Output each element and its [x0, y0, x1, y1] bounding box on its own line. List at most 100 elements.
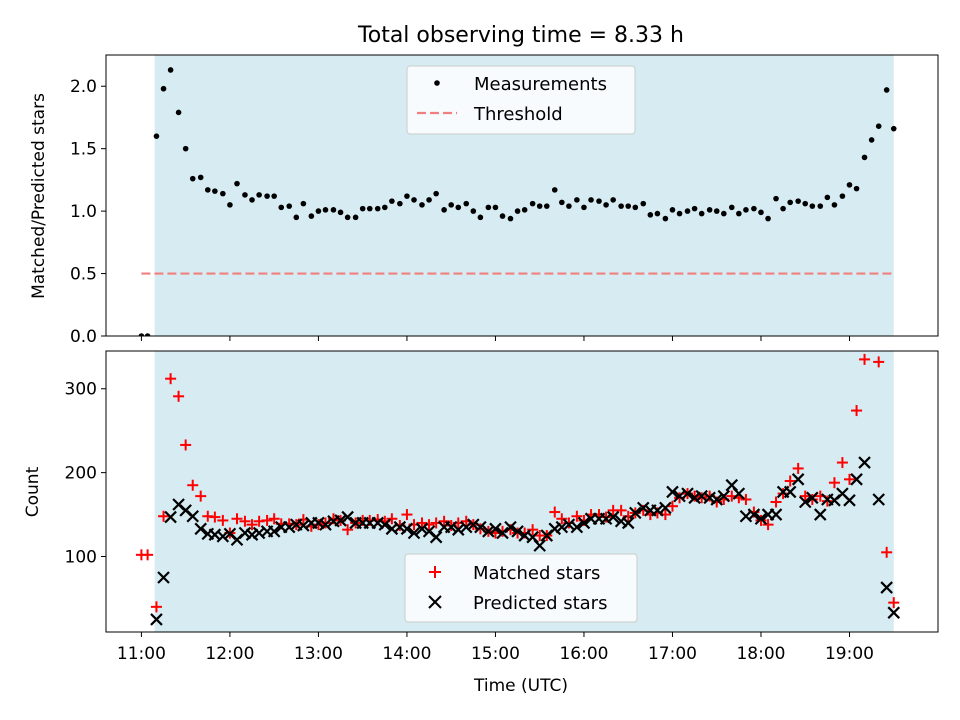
measurement-point [610, 197, 616, 203]
matched-star-point [600, 511, 612, 523]
measurement-point [684, 208, 691, 214]
measurement-point [167, 67, 174, 73]
measurement-point [669, 207, 676, 213]
matched-star-point [386, 513, 398, 525]
matched-star-point [217, 514, 229, 526]
measurement-point [160, 85, 167, 92]
count-y-axis-label: Count [23, 466, 43, 517]
y-tick-label: 300 [65, 380, 97, 400]
count-legend: Matched stars Predicted stars [404, 553, 638, 623]
measurement-point [189, 175, 196, 182]
predicted-star-point [216, 530, 230, 543]
predicted-star-point [651, 504, 664, 517]
matched-star-point [821, 495, 833, 507]
measurement-point [397, 200, 403, 207]
predicted-star-point [577, 516, 591, 530]
measurement-point [455, 204, 462, 211]
measurement-point [227, 202, 233, 208]
legend-label-measurements: Measurements [474, 74, 607, 95]
predicted-star-point [717, 489, 731, 503]
predicted-star-point [451, 523, 465, 536]
measurement-point [212, 188, 218, 194]
measurement-point [182, 145, 189, 152]
ratio-panel-frame [105, 54, 939, 337]
matched-star-point [342, 524, 354, 536]
predicted-star-point [814, 508, 827, 521]
measurement-point [853, 185, 860, 192]
predicted-star-point [629, 506, 642, 520]
matched-star-point [246, 519, 258, 531]
predicted-star-point [673, 489, 686, 503]
matched-star-point [527, 524, 539, 536]
predicted-star-point [636, 501, 650, 515]
chart-title: Total observing time = 8.33 h [357, 23, 684, 48]
ratio-legend-box [406, 65, 636, 135]
measurement-point [389, 198, 395, 204]
predicted-star-point [400, 522, 414, 536]
measurement-point [676, 210, 683, 217]
measurement-point [625, 203, 632, 209]
measurement-point [359, 205, 366, 212]
predicted-star-point [482, 525, 495, 538]
legend-label-threshold: Threshold [473, 104, 563, 125]
predicted-star-point [754, 512, 768, 526]
predicted-star-point [666, 485, 679, 499]
measurement-point [220, 190, 226, 197]
matched-star-point [792, 462, 804, 474]
measurement-point [485, 204, 492, 211]
ratio-y-axis: 0.0 0.5 1.0 1.5 2.0 [70, 77, 106, 347]
predicted-star-point [407, 526, 421, 540]
matched-star-point [799, 490, 811, 502]
matched-star-point [881, 546, 893, 558]
ratio-y-axis-label: Matched/Predicted stars [29, 93, 49, 299]
predicted-star-point [341, 510, 354, 524]
matched-star-point [142, 549, 154, 561]
y-tick-label: 100 [65, 548, 97, 568]
measurement-point [824, 194, 831, 201]
predicted-star-point [157, 571, 170, 584]
predicted-star-point [194, 522, 207, 536]
measurement-point [743, 207, 749, 213]
measurement-point [293, 214, 300, 221]
y-tick-label: 0.0 [70, 327, 97, 347]
matched-star-point [173, 390, 185, 402]
predicted-star-point [533, 539, 546, 552]
count-legend-box [404, 553, 638, 623]
measurement-point [603, 202, 609, 208]
matched-star-point [836, 457, 848, 469]
measurement-point [499, 213, 506, 219]
predicted-star-point [798, 495, 812, 509]
measurement-point [691, 205, 698, 212]
measurement-point [758, 209, 764, 216]
matched-star-point [261, 514, 273, 526]
matched-star-point [762, 519, 774, 531]
matched-star-point [556, 513, 568, 525]
x-tick-label: 18:00 [736, 644, 785, 664]
measurement-point [787, 199, 793, 206]
predicted-star-point [489, 522, 502, 536]
measurement-point [861, 154, 868, 161]
matched-star-point [231, 513, 243, 525]
matched-legend-marker [429, 566, 441, 578]
matched-star-point [195, 490, 207, 502]
predicted-star-point [267, 525, 281, 538]
measurement-point [175, 109, 182, 116]
measurement-point [344, 214, 351, 221]
measurement-point [477, 214, 484, 221]
measurement-point [846, 182, 853, 188]
matched-star-point [239, 515, 251, 527]
y-tick-label: 200 [65, 464, 97, 484]
measurement-point [352, 214, 359, 221]
predicted-star-point [429, 530, 443, 544]
matched-star-point [777, 488, 789, 500]
measurement-point [662, 215, 669, 222]
matched-star-point [438, 515, 450, 527]
ratio-x-ticks [140, 336, 850, 341]
measurement-point [153, 133, 160, 139]
measurement-point [698, 210, 705, 217]
x-tick-label: 11:00 [117, 644, 166, 664]
matched-star-point [320, 517, 332, 529]
measurement-point [242, 192, 248, 198]
measurement-point [330, 207, 337, 213]
